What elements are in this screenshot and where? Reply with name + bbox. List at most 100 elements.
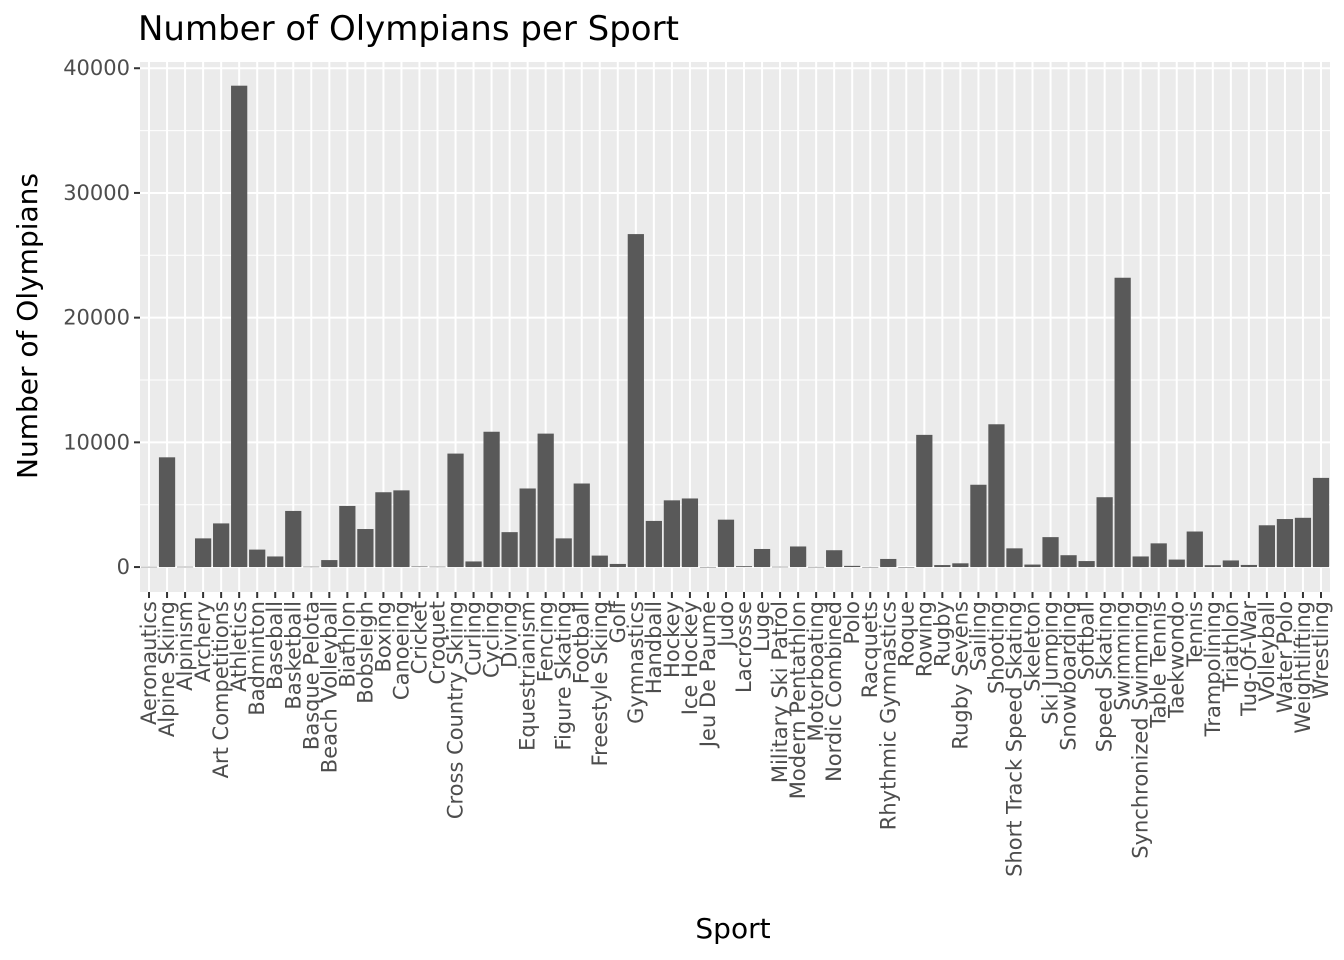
x-tick-label: Biathlon [335,601,359,688]
bar-triathlon [1222,560,1239,568]
x-tick-label: Swimming [1111,601,1135,711]
bar-diving [501,532,518,568]
bar-baseball [267,556,284,568]
bar-motorboating [808,566,825,568]
bar-tug-of-war [1240,564,1257,568]
bar-volleyball [1258,525,1276,568]
x-tick-label: Cricket [407,601,431,674]
bar-rugby [934,565,951,568]
bar-cross-country-skiing [447,453,464,568]
bar-luge [753,548,771,568]
bar-shooting [988,424,1005,568]
x-tick-label: Ice Hockey [678,601,702,715]
x-tick-label: Equestrianism [516,601,540,751]
bar-polo [844,565,861,568]
x-tick-label: Athletics [227,601,251,692]
bar-boxing [375,492,392,568]
bar-badminton [249,549,266,568]
bar-beach-volleyball [321,560,338,568]
x-tick-label: Wrestling [1309,601,1333,699]
bar-rhythmic-gymnastics [880,558,897,568]
bar-hockey [663,500,681,568]
bar-rugby-sevens [952,563,969,568]
bar-weightlifting [1294,517,1312,568]
x-tick-label: Handball [642,601,666,694]
x-tick-label: Art Competitions [209,601,233,778]
bar-archery [194,538,212,568]
x-tick-label: Diving [498,601,522,668]
x-tick-label: Alpine Skiing [155,601,179,737]
x-tick-label: Rhythmic Gymnastics [876,601,900,830]
y-axis-title: Number of Olympians [11,173,44,479]
x-tick-label: Racquets [858,601,882,698]
bar-alpinism [176,566,194,568]
x-tick-label: Table Tennis [1147,601,1171,729]
x-tick-label: Triathlon [1219,601,1243,693]
x-tick-label: Ski Jumping [1039,601,1063,725]
x-tick-label: Softball [1075,601,1099,680]
x-tick-label: Snowboarding [1057,601,1081,751]
x-tick-label: Boxing [371,601,395,673]
x-tick-label: Alpinism [173,601,197,691]
x-tick-label: Luge [750,601,774,652]
y-tick-label: 20000 [63,306,130,330]
bar-skeleton [1024,564,1041,568]
bar-croquet [429,566,446,568]
plot-panel [140,62,1330,592]
y-tick-label: 10000 [63,430,130,454]
bar-aeronautics [140,566,158,568]
x-tick-label: Figure Skating [552,601,576,751]
x-tick-label: Weightlifting [1291,601,1315,734]
x-tick-label: Croquet [426,601,450,684]
y-tick-label: 30000 [63,181,130,205]
bar-roque [898,567,915,568]
x-tick-label: Motorboating [804,601,828,741]
y-tick-label: 0 [117,555,130,579]
x-tick-label: Volleyball [1255,601,1279,701]
bar-equestrianism [519,488,536,568]
bar-short-track-speed-skating [1006,548,1023,568]
bar-snowboarding [1060,555,1077,568]
bar-lacrosse [735,566,753,568]
x-tick-label: Rugby Sevens [948,601,972,750]
x-tick-label: Cross Country Skiing [444,601,468,819]
x-tick-label: Polo [840,601,864,644]
x-tick-label: Canoeing [389,601,413,700]
bar-football [573,483,590,568]
x-tick-label: Hockey [660,601,684,678]
x-tick-label: Baseball [263,601,287,690]
x-tick-label: Jeu De Paume [696,601,720,749]
x-tick-label: Tennis [1183,601,1207,668]
x-tick-label: Skeleton [1021,601,1045,692]
bar-tennis [1186,531,1203,568]
bar-athletics [231,85,248,568]
x-tick-label: Nordic Combined [822,601,846,782]
bar-table-tennis [1150,543,1167,568]
x-tick-label: Rowing [912,601,936,677]
x-tick-label: Archery [191,601,215,682]
bar-bobsleigh [357,529,374,568]
bar-water-polo [1276,519,1294,568]
x-tick-label: Lacrosse [732,601,756,693]
bar-freestyle-skiing [591,555,608,568]
bar-handball [645,520,662,568]
x-tick-label: Military Ski Patrol [768,601,792,783]
bar-sailing [970,484,987,568]
x-tick-label: Curling [462,601,486,676]
x-tick-label: Fencing [534,601,558,682]
bar-swimming [1114,277,1131,568]
bar-cycling [483,431,500,568]
bar-taekwondo [1168,559,1185,568]
x-tick-label: Football [570,601,594,684]
x-tick-label: Basque Pelota [299,601,323,750]
x-tick-label: Freestyle Skiing [588,601,612,766]
bar-fencing [537,433,554,568]
x-tick-label: Modern Pentathlon [786,601,810,799]
bar-basketball [285,510,302,568]
x-tick-label: Cycling [480,601,504,678]
x-tick-label: Rugby [930,601,954,667]
bar-modern-pentathlon [789,546,807,568]
x-tick-label: Synchronized Swimming [1129,601,1153,859]
bar-canoeing [393,490,410,568]
